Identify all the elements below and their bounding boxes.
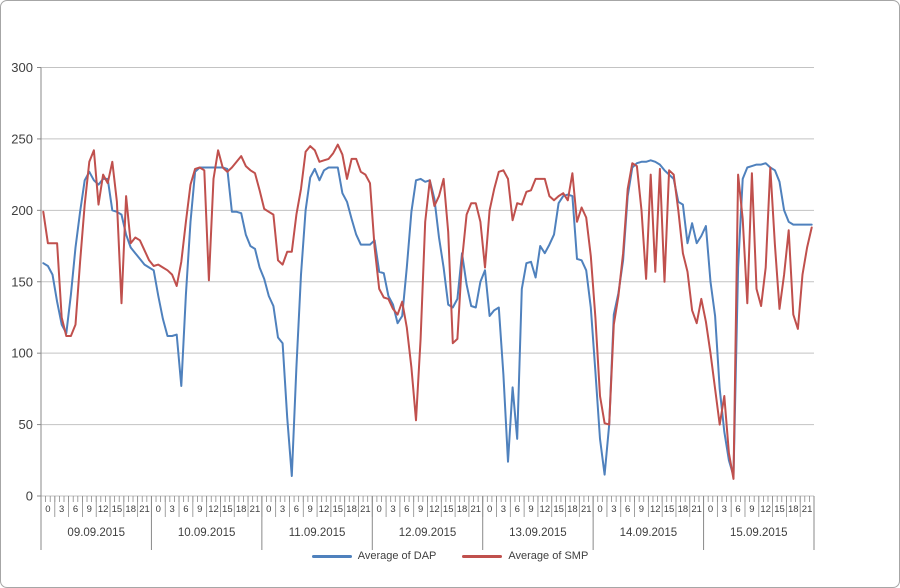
x-hour-label: 6	[515, 504, 520, 515]
x-hour-label: 0	[377, 504, 382, 515]
x-hour-label: 0	[487, 504, 492, 515]
x-hour-label: 3	[59, 504, 64, 515]
series-line-dap	[42, 159, 813, 477]
chart-legend: Average of DAP Average of SMP	[1, 550, 899, 562]
x-date-label-11.09.2015: 11.09.2015	[289, 527, 346, 539]
x-hour-label: 12	[98, 504, 109, 515]
x-hour-label: 12	[760, 504, 771, 515]
x-hour-label: 15	[553, 504, 564, 515]
x-hour-label: 9	[749, 504, 754, 515]
x-hour-label: 18	[346, 504, 357, 515]
y-axis-label-200: 200	[11, 203, 33, 218]
y-axis-label-150: 150	[11, 274, 33, 289]
y-axis-label-0: 0	[26, 489, 33, 504]
x-hour-label: 15	[443, 504, 454, 515]
x-date-label-15.09.2015: 15.09.2015	[730, 527, 788, 539]
x-hour-label: 18	[236, 504, 247, 515]
dap-line-swatch	[311, 554, 352, 558]
x-hour-label: 9	[308, 504, 313, 515]
x-hour-label: 3	[611, 504, 616, 515]
y-axis-label-50: 50	[19, 417, 33, 432]
x-hour-label: 3	[722, 504, 727, 515]
x-hour-label: 6	[294, 504, 299, 515]
series-line-smp	[42, 143, 813, 480]
y-axis-label-250: 250	[11, 131, 33, 146]
smp-legend-label: Average of SMP	[508, 550, 589, 562]
legend-item-smp: Average of SMP	[462, 550, 588, 562]
x-hour-label: 6	[73, 504, 78, 515]
x-hour-label: 0	[266, 504, 271, 515]
x-hour-label: 15	[774, 504, 785, 515]
x-hour-label: 21	[250, 504, 261, 515]
x-hour-label: 6	[625, 504, 630, 515]
x-hour-label: 3	[169, 504, 174, 515]
x-hour-label: 21	[471, 504, 482, 515]
x-hour-label: 0	[597, 504, 602, 515]
x-date-label-09.09.2015: 09.09.2015	[67, 527, 125, 539]
x-hour-label: 9	[418, 504, 423, 515]
legend-item-dap: Average of DAP	[311, 550, 437, 562]
x-hour-label: 3	[501, 504, 506, 515]
x-hour-label: 12	[208, 504, 219, 515]
x-hour-label: 18	[457, 504, 468, 515]
x-hour-label: 21	[360, 504, 371, 515]
x-hour-label: 3	[390, 504, 395, 515]
x-hour-label: 18	[567, 504, 578, 515]
x-hour-label: 6	[404, 504, 409, 515]
x-hour-label: 18	[125, 504, 136, 515]
x-hour-label: 15	[222, 504, 233, 515]
smp-line-swatch	[462, 554, 503, 558]
x-date-label-13.09.2015: 13.09.2015	[509, 527, 567, 539]
x-hour-label: 9	[87, 504, 92, 515]
x-hour-label: 0	[156, 504, 161, 515]
x-hour-label: 0	[708, 504, 713, 515]
x-date-label-10.09.2015: 10.09.2015	[178, 527, 236, 539]
x-hour-label: 15	[664, 504, 675, 515]
x-hour-label: 18	[788, 504, 799, 515]
x-hour-label: 21	[802, 504, 813, 515]
x-hour-label: 12	[650, 504, 661, 515]
x-hour-label: 18	[678, 504, 689, 515]
x-hour-label: 12	[429, 504, 440, 515]
x-hour-label: 0	[45, 504, 50, 515]
x-hour-label: 21	[581, 504, 592, 515]
x-hour-label: 15	[112, 504, 123, 515]
x-hour-label: 21	[691, 504, 702, 515]
y-axis-label-100: 100	[11, 346, 33, 361]
x-hour-label: 9	[197, 504, 202, 515]
x-date-label-14.09.2015: 14.09.2015	[620, 527, 678, 539]
y-axis-label-300: 300	[11, 60, 33, 75]
x-hour-label: 21	[139, 504, 150, 515]
dap-legend-label: Average of DAP	[357, 550, 437, 562]
x-hour-label: 6	[735, 504, 740, 515]
x-hour-label: 9	[528, 504, 533, 515]
x-hour-label: 3	[280, 504, 285, 515]
x-hour-label: 6	[183, 504, 188, 515]
x-hour-label: 12	[540, 504, 551, 515]
x-hour-label: 9	[639, 504, 644, 515]
x-hour-label: 12	[319, 504, 330, 515]
x-hour-label: 15	[332, 504, 343, 515]
x-date-label-12.09.2015: 12.09.2015	[399, 527, 457, 539]
